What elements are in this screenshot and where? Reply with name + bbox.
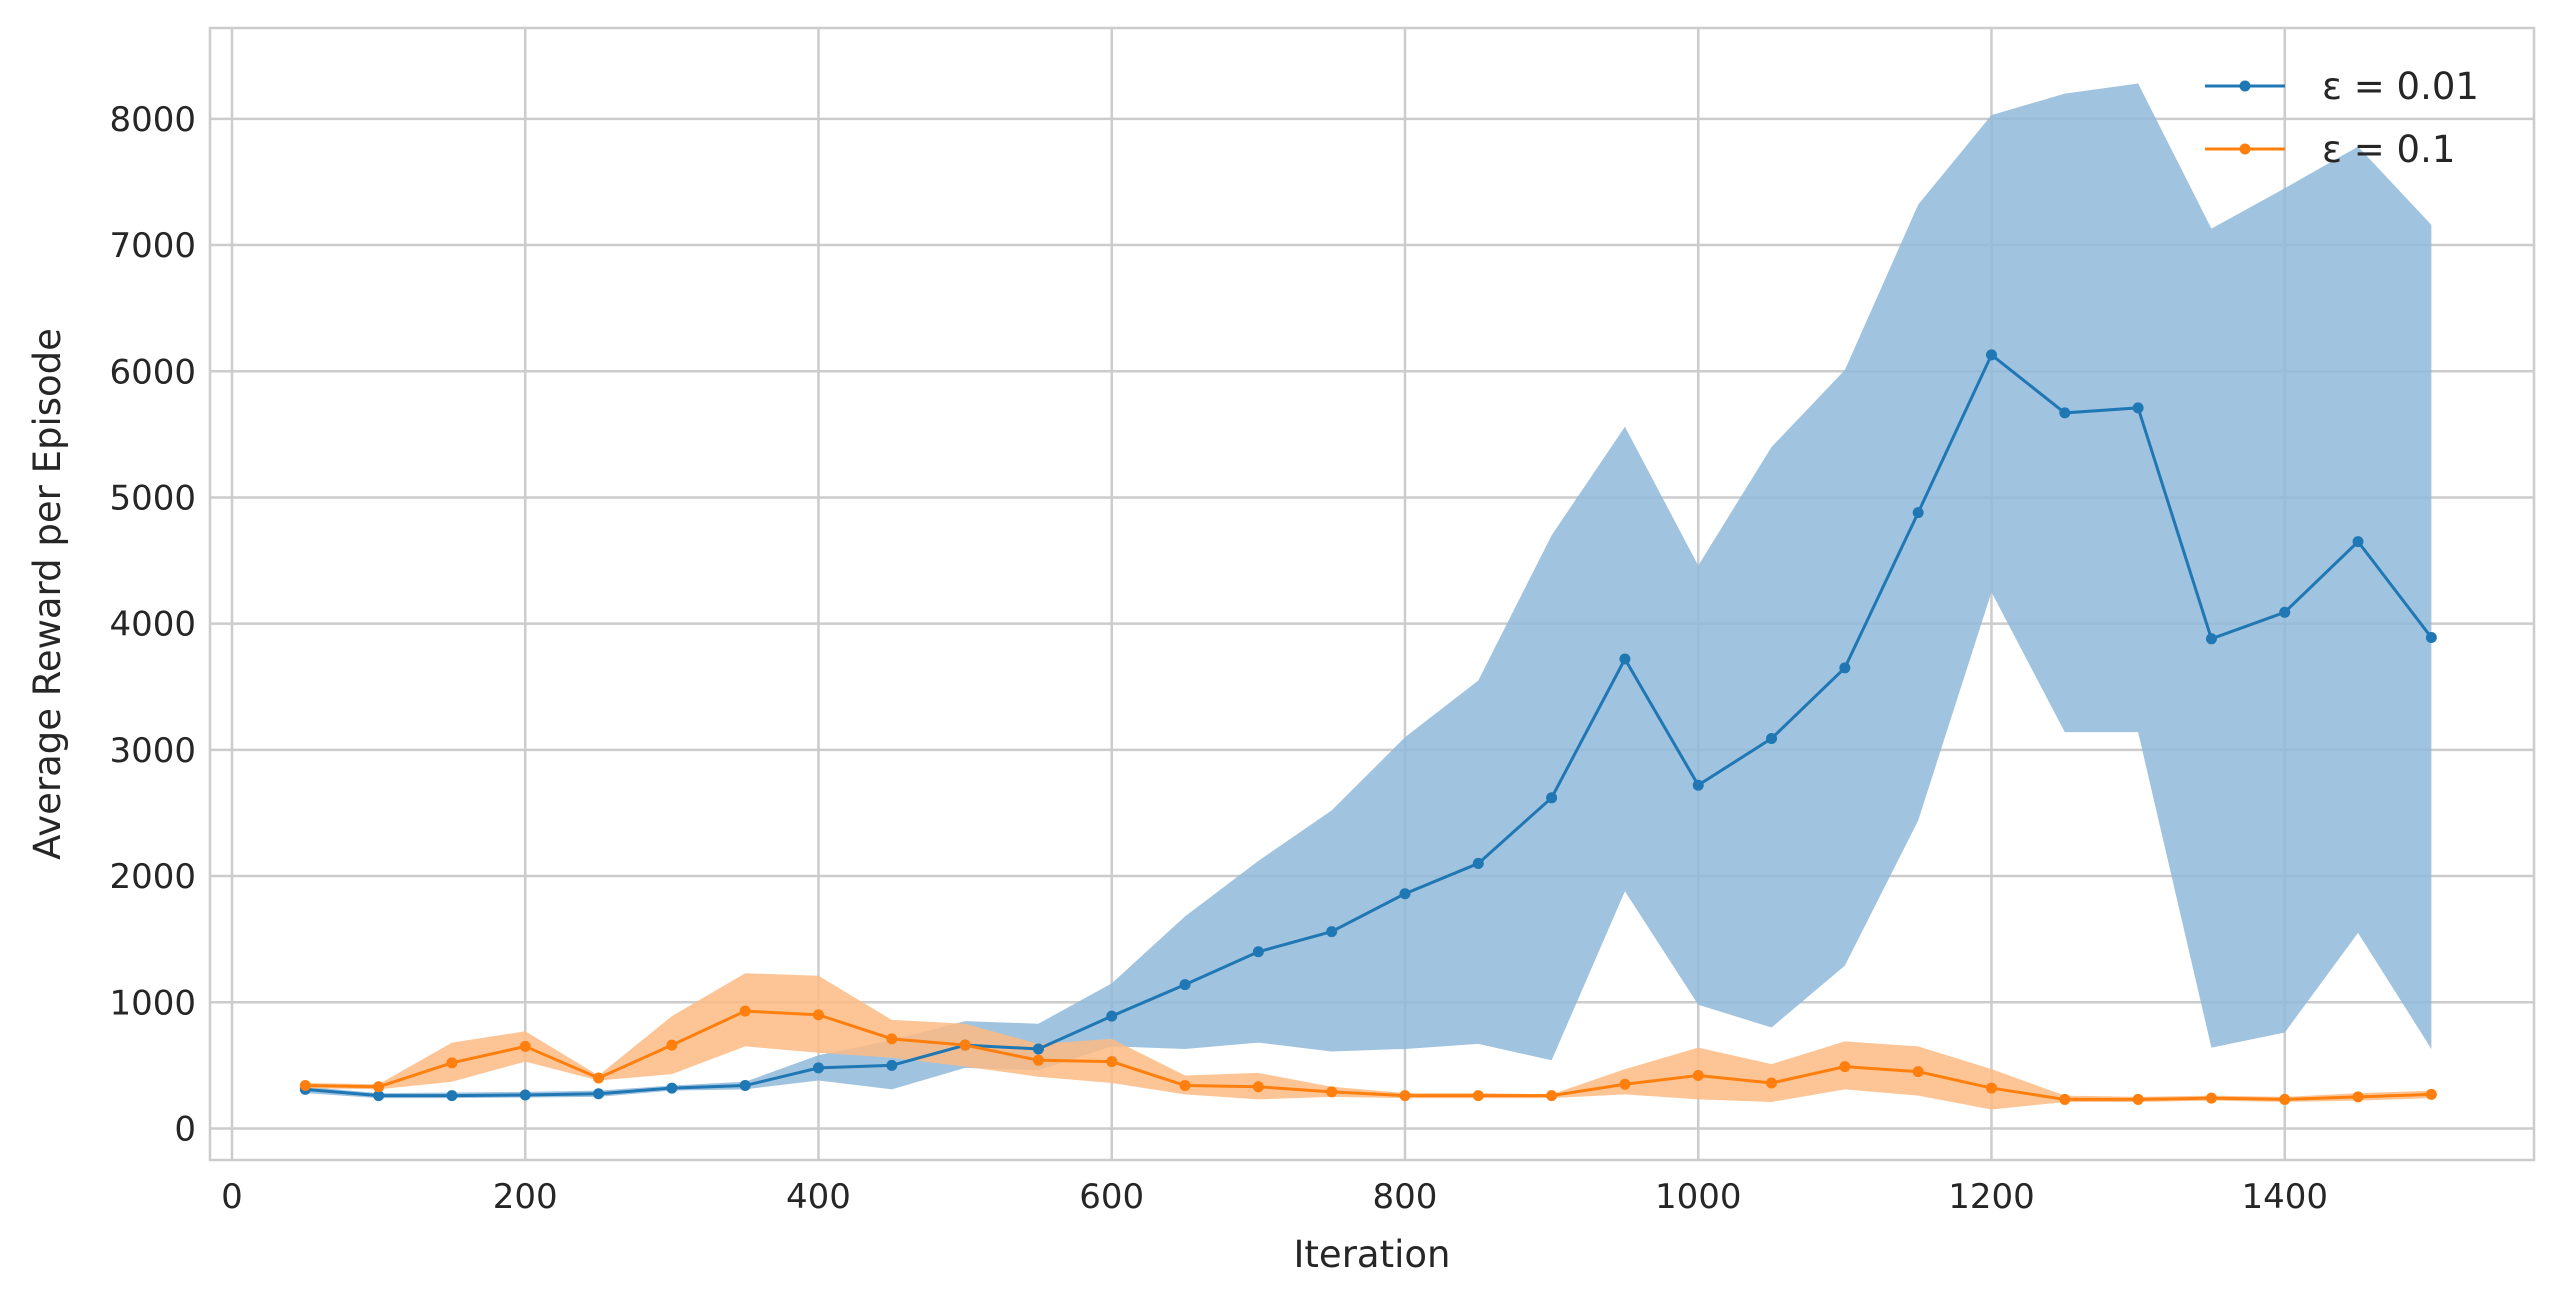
point-series-2 <box>1179 1080 1191 1092</box>
legend: ε = 0.01 ε = 0.1 <box>2205 65 2479 171</box>
point-series-2 <box>2425 1088 2437 1100</box>
point-series-2 <box>446 1057 458 1069</box>
point-series-2 <box>1326 1086 1338 1098</box>
y-tick-label: 0 <box>174 1109 196 1149</box>
point-series-2 <box>1106 1056 1118 1068</box>
point-series-2 <box>1032 1054 1044 1066</box>
band-series-1 <box>305 83 2432 1099</box>
point-series-2 <box>2059 1093 2071 1105</box>
x-tick-label: 0 <box>221 1177 243 1217</box>
point-series-1 <box>2205 633 2217 645</box>
point-series-2 <box>1839 1061 1851 1073</box>
point-series-1 <box>2279 606 2291 618</box>
y-tick-label: 7000 <box>109 226 196 266</box>
y-tick-label: 5000 <box>109 478 196 518</box>
point-series-2 <box>1766 1077 1778 1089</box>
point-series-2 <box>1692 1069 1704 1081</box>
y-tick-label: 1000 <box>109 983 196 1023</box>
point-series-2 <box>593 1072 605 1084</box>
y-tick-label: 3000 <box>109 731 196 771</box>
x-tick-label: 1000 <box>1655 1177 1742 1217</box>
legend-label-series-2: ε = 0.1 <box>2322 128 2455 171</box>
point-series-1 <box>1985 349 1997 361</box>
x-tick-label: 800 <box>1373 1177 1438 1217</box>
point-series-1 <box>1839 662 1851 674</box>
point-series-2 <box>2352 1091 2364 1103</box>
point-series-2 <box>1619 1078 1631 1090</box>
x-tick-label: 200 <box>493 1177 558 1217</box>
series-lines <box>305 352 2433 1101</box>
y-tick-label: 4000 <box>109 605 196 645</box>
point-series-1 <box>1252 946 1264 958</box>
confidence-bands <box>305 83 2432 1110</box>
point-series-2 <box>1912 1066 1924 1078</box>
point-series-1 <box>812 1062 824 1074</box>
point-series-1 <box>2059 407 2071 419</box>
point-series-1 <box>666 1082 678 1094</box>
legend-label-series-1: ε = 0.01 <box>2322 65 2479 108</box>
y-axis-label: Average Reward per Episode <box>26 328 69 860</box>
point-series-1 <box>1032 1043 1044 1055</box>
y-tick-labels: 0 1000 2000 3000 4000 5000 6000 7000 8000 <box>109 100 196 1150</box>
band-series-2 <box>305 973 2432 1110</box>
point-series-2 <box>519 1040 531 1052</box>
legend-marker-series-1 <box>2239 80 2251 92</box>
y-tick-label: 2000 <box>109 857 196 897</box>
point-series-1 <box>446 1090 458 1102</box>
point-series-2 <box>959 1039 971 1051</box>
point-series-2 <box>1472 1090 1484 1102</box>
point-series-2 <box>886 1033 898 1045</box>
point-series-2 <box>812 1009 824 1021</box>
point-series-2 <box>666 1039 678 1051</box>
series-markers <box>299 349 2437 1105</box>
point-series-1 <box>593 1088 605 1100</box>
point-series-1 <box>1106 1010 1118 1022</box>
point-series-1 <box>1546 792 1558 804</box>
point-series-2 <box>2205 1092 2217 1104</box>
legend-marker-series-2 <box>2239 143 2251 155</box>
x-tick-label: 600 <box>1079 1177 1144 1217</box>
point-series-2 <box>299 1080 311 1092</box>
point-series-1 <box>739 1080 751 1092</box>
point-series-1 <box>1399 888 1411 900</box>
point-series-1 <box>519 1089 531 1101</box>
point-series-2 <box>1985 1082 1997 1094</box>
point-series-2 <box>739 1005 751 1017</box>
point-series-2 <box>2132 1093 2144 1105</box>
point-series-1 <box>1692 779 1704 791</box>
point-series-1 <box>1619 653 1631 665</box>
x-tick-label: 1400 <box>2241 1177 2328 1217</box>
x-tick-label: 1200 <box>1948 1177 2035 1217</box>
point-series-1 <box>2132 402 2144 414</box>
point-series-2 <box>1546 1090 1558 1102</box>
line-series-1 <box>305 352 2433 1098</box>
x-axis-label: Iteration <box>1294 1233 1451 1276</box>
point-series-1 <box>2425 632 2437 644</box>
point-series-1 <box>1472 857 1484 869</box>
line-series-2 <box>305 1009 2432 1101</box>
point-series-2 <box>1399 1090 1411 1102</box>
point-series-1 <box>1912 507 1924 519</box>
point-series-1 <box>1766 732 1778 744</box>
point-series-1 <box>373 1090 385 1102</box>
x-tick-labels: 0 200 400 600 800 1000 1200 1400 <box>221 1177 2328 1217</box>
point-series-2 <box>2279 1093 2291 1105</box>
point-series-1 <box>1179 979 1191 991</box>
plot-frame <box>208 26 2536 1162</box>
x-tick-label: 400 <box>786 1177 851 1217</box>
y-tick-label: 8000 <box>109 100 196 140</box>
point-series-2 <box>1252 1081 1264 1093</box>
point-series-1 <box>2352 536 2364 548</box>
point-series-1 <box>1326 926 1338 938</box>
point-series-1 <box>886 1059 898 1071</box>
point-series-2 <box>373 1081 385 1093</box>
y-tick-label: 6000 <box>109 352 196 392</box>
